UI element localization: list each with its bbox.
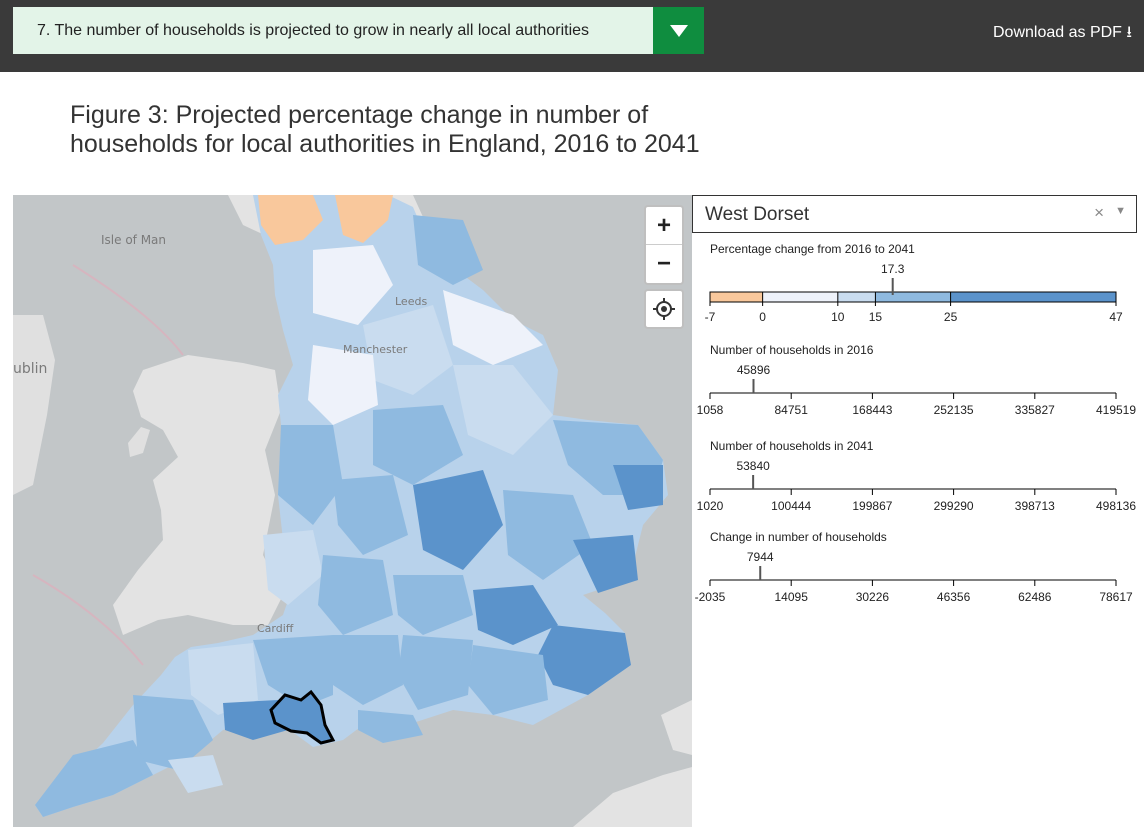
section-select[interactable]: 7. The number of households is projected… (13, 7, 704, 54)
region-cumbria-west (258, 195, 323, 245)
scale-band (950, 292, 1116, 302)
region-yorkshire (363, 305, 453, 395)
region-north-east (413, 215, 483, 285)
legend-panel: Percentage change from 2016 to 2041 -7 0 10… (692, 235, 1144, 635)
belgium-land (661, 700, 692, 755)
scale-band (710, 292, 763, 302)
region-west-midlands (333, 475, 408, 555)
region-isle-of-wight (358, 710, 423, 743)
label-isle-of-man: Isle of Man (101, 233, 166, 247)
scale-title: Number of households in 2041 (710, 439, 874, 453)
map-canvas[interactable]: Isle of Man Leeds Manchester ublin Cardi… (13, 195, 692, 827)
scale-tick-label: 62486 (1018, 590, 1052, 604)
area-search[interactable]: × ▼ (692, 195, 1137, 233)
region-cumbria-east (335, 195, 393, 243)
france-land (573, 767, 692, 827)
region-cornwall (35, 740, 153, 817)
region-essex (573, 535, 638, 593)
scale-tick-label: 168443 (852, 403, 892, 417)
scale-tick-label: -2035 (695, 590, 726, 604)
region-shropshire (278, 425, 343, 525)
scale-band (837, 292, 876, 302)
region-plymouth (168, 755, 223, 793)
scale-tick-label: 0 (759, 310, 766, 324)
map-view[interactable]: Isle of Man Leeds Manchester ublin Cardi… (13, 195, 692, 827)
map-route-line (72, 264, 184, 356)
scale-tick-label: 47 (1109, 310, 1123, 324)
label-dublin: ublin (13, 361, 47, 377)
region-norfolk-east (613, 465, 663, 510)
region-gloucestershire (318, 555, 393, 635)
scale-marker-value: 53840 (736, 459, 770, 473)
region-sussex (468, 645, 548, 715)
scale-tick-label: 84751 (775, 403, 809, 417)
scale-tick-label: 498136 (1096, 499, 1136, 513)
locate-button[interactable] (644, 289, 684, 329)
scale-tick-label: 335827 (1015, 403, 1055, 417)
label-cardiff: Cardiff (257, 622, 294, 635)
region-lancashire (308, 345, 378, 425)
legend-scales: Percentage change from 2016 to 2041 -7 0 10… (695, 242, 1137, 604)
region-wiltshire (333, 635, 403, 705)
region-hampshire (398, 635, 473, 710)
zoom-in-button[interactable]: + (646, 207, 682, 245)
download-pdf-link[interactable]: Download as PDF ⭳ (993, 24, 1132, 41)
scale-tick-label: 398713 (1015, 499, 1055, 513)
scale-tick-label: 10 (831, 310, 845, 324)
scale-title: Percentage change from 2016 to 2041 (710, 242, 915, 256)
scale-tick-label: 1020 (697, 499, 724, 513)
region-north-devon (188, 643, 258, 715)
scale-band (875, 292, 951, 302)
scale-title: Number of households in 2016 (710, 343, 874, 357)
region-cambridgeshire (503, 490, 593, 580)
chevron-down-icon[interactable] (653, 7, 704, 54)
scale-marker-value: 7944 (747, 550, 774, 564)
scale-tick-label: 199867 (852, 499, 892, 513)
region-lincolnshire (453, 365, 553, 455)
selected-west-dorset-outline[interactable] (269, 689, 336, 745)
scale-tick-label: 100444 (771, 499, 811, 513)
figure-title: Figure 3: Projected percentage change in… (70, 101, 700, 158)
scale-tick-label: 25 (944, 310, 958, 324)
scale-tick-label: 419519 (1096, 403, 1136, 417)
scale-marker-value: 17.3 (881, 262, 905, 276)
scale-marker-value: 45896 (737, 363, 771, 377)
scale-tick-label: 252135 (934, 403, 974, 417)
scale-title: Change in number of households (710, 530, 887, 544)
region-devon (133, 695, 213, 770)
label-manchester: Manchester (343, 343, 408, 356)
scale-band (762, 292, 838, 302)
region-oxfordshire (393, 575, 473, 635)
locate-icon (653, 298, 675, 320)
scale-tick-label: 46356 (937, 590, 971, 604)
map-route-line (32, 574, 144, 666)
zoom-out-button[interactable]: − (656, 250, 671, 277)
isle-of-man-land (128, 427, 150, 457)
label-leeds: Leeds (395, 295, 427, 308)
scale-tick-label: 14095 (775, 590, 809, 604)
top-bar: 7. The number of households is projected… (0, 0, 1144, 72)
scale-tick-label: 299290 (934, 499, 974, 513)
region-east-yorkshire (443, 290, 543, 365)
clear-icon[interactable]: × (1094, 203, 1104, 222)
scale-tick-label: 30226 (856, 590, 890, 604)
chevron-down-icon[interactable]: ▼ (1115, 205, 1126, 217)
region-somerset (253, 635, 333, 707)
region-london (473, 585, 558, 645)
ireland-land (13, 315, 55, 495)
scale-tick-label: 15 (869, 310, 883, 324)
region-herefordshire (263, 530, 323, 605)
zoom-controls: + − (644, 205, 684, 285)
region-northamptonshire (413, 470, 503, 570)
section-select-label: 7. The number of households is projected… (13, 7, 653, 54)
scale-tick-label: 1058 (697, 403, 724, 417)
scale-tick-label: -7 (705, 310, 716, 324)
region-north-west (313, 245, 393, 325)
area-search-input[interactable] (703, 203, 1067, 227)
scale-tick-label: 78617 (1099, 590, 1133, 604)
region-east-midlands (373, 405, 463, 485)
region-kent (538, 625, 631, 695)
wales-land (113, 355, 283, 635)
